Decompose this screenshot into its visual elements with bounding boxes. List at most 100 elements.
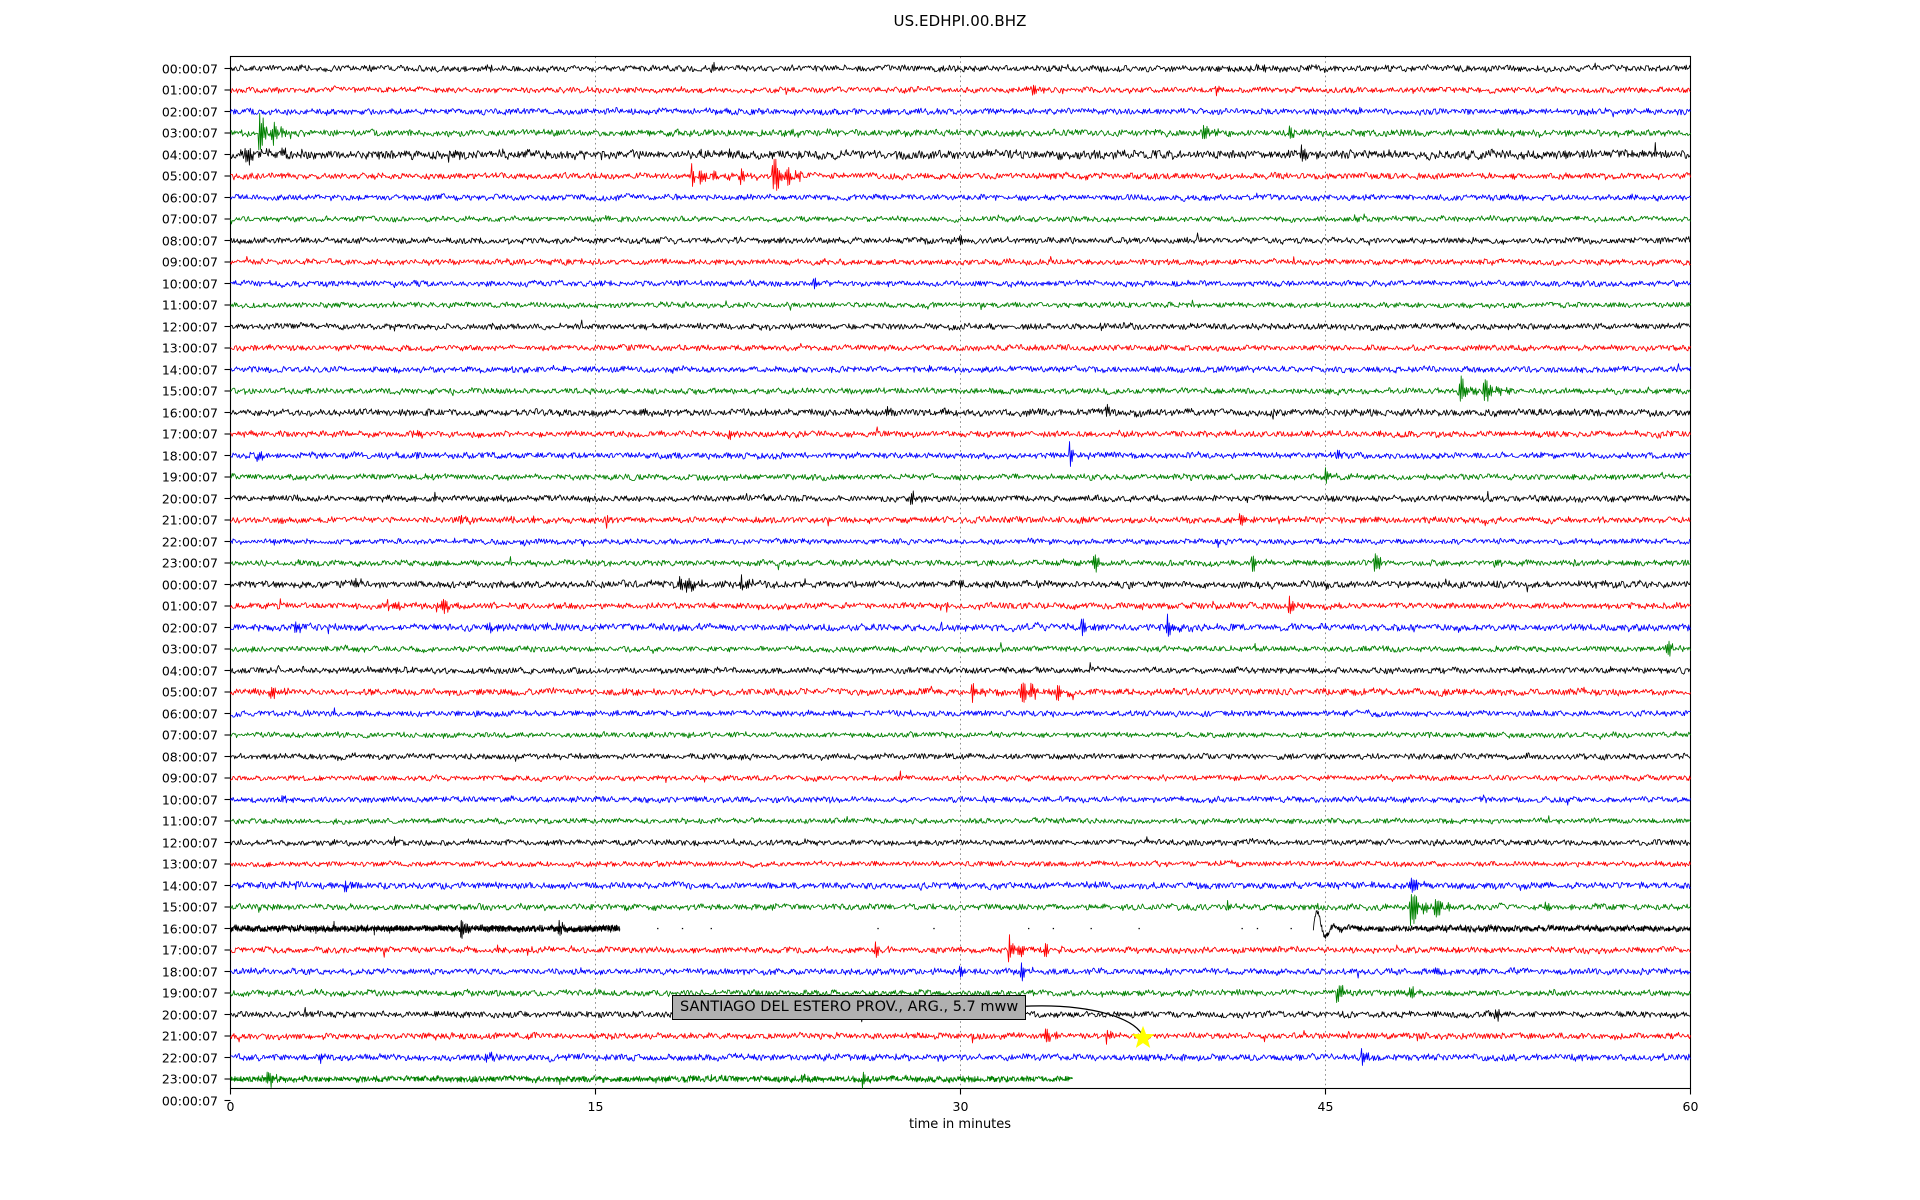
x-tick-label: 30 — [952, 1098, 969, 1114]
y-tick-label: 09:00:07 — [161, 770, 218, 786]
trace-line-090007 — [230, 255, 1691, 267]
trace-line-080007 — [230, 232, 1691, 246]
gap-dropout-dot — [933, 927, 935, 930]
trace-line-210007 — [230, 1028, 1691, 1045]
trace-line-170007 — [230, 426, 1691, 441]
trace-line-100007 — [230, 794, 1691, 806]
trace-line-070007 — [230, 213, 1691, 225]
y-tick-label: 04:00:07 — [161, 147, 218, 162]
trace-line-120007 — [230, 836, 1691, 847]
y-tick-label: 16:00:07 — [161, 921, 218, 936]
gap-dropout-dot — [710, 927, 712, 930]
gap-dropout-dot — [1241, 927, 1243, 930]
y-axis-ticks — [224, 67, 231, 1102]
y-tick-label: 11:00:07 — [161, 297, 218, 313]
trace-line-040007 — [230, 662, 1691, 675]
y-tick-label: 18:00:07 — [161, 964, 218, 979]
event-annotation-marker — [1019, 1005, 1155, 1048]
trace-line-100007 — [230, 277, 1691, 290]
annotation-leader-line — [1019, 1005, 1144, 1039]
trace-line-210007 — [230, 513, 1691, 529]
x-tick-label: 60 — [1682, 1098, 1699, 1114]
y-tick-label: 10:00:07 — [161, 792, 218, 807]
trace-line-030007 — [230, 113, 1691, 151]
gap-dropout-dot — [1290, 927, 1292, 930]
trace-line-resumed — [1312, 910, 1691, 940]
trace-line-030007 — [230, 640, 1691, 657]
trace-line-020007 — [230, 106, 1691, 118]
y-tick-label: 15:00:07 — [161, 383, 218, 399]
trace-line-180007 — [230, 441, 1691, 467]
trace-line-180007 — [230, 962, 1691, 982]
x-tick-label: 45 — [1317, 1098, 1334, 1114]
y-tick-label: 00:00:07 — [161, 61, 218, 76]
x-axis-title: time in minutes — [908, 1117, 1012, 1132]
gap-dropout-dot — [1052, 927, 1055, 930]
trace-line-150007 — [230, 894, 1691, 927]
trace-line-200007 — [230, 490, 1691, 505]
y-tick-label: 02:00:07 — [161, 620, 218, 635]
y-tick-label: 00:00:07 — [161, 577, 218, 592]
y-tick-label: 08:00:07 — [161, 749, 218, 764]
y-tick-label: 13:00:07 — [161, 856, 218, 872]
trace-line-000007 — [230, 574, 1691, 593]
trace-line-220007 — [230, 1048, 1691, 1066]
y-tick-label: 01:00:07 — [161, 82, 218, 98]
trace-line-080007 — [230, 752, 1691, 762]
grid-lines — [595, 56, 1326, 1089]
page-title: US.EDHPI.00.BHZ — [893, 12, 1027, 30]
y-tick-label: 21:00:07 — [161, 512, 218, 528]
y-tick-label: 14:00:07 — [161, 878, 218, 893]
y-tick-label: 10:00:07 — [161, 276, 218, 291]
y-tick-label: 12:00:07 — [161, 319, 218, 334]
seismic-traces — [230, 61, 1691, 1089]
y-tick-label: 05:00:07 — [161, 168, 218, 184]
trace-line-140007 — [230, 877, 1691, 893]
trace-line-230007 — [230, 553, 1691, 573]
trace-line-150007 — [230, 375, 1691, 402]
y-tick-label: 11:00:07 — [161, 813, 218, 829]
y-tick-label: 06:00:07 — [161, 190, 218, 205]
y-tick-label: 22:00:07 — [161, 1050, 218, 1065]
y-tick-label: 06:00:07 — [161, 706, 218, 721]
y-tick-label: 13:00:07 — [161, 340, 218, 356]
y-tick-label: 21:00:07 — [161, 1028, 218, 1044]
y-tick-label: 16:00:07 — [161, 405, 218, 420]
trace-line-190007 — [230, 984, 1691, 1003]
x-axis-ticks — [229, 1088, 1692, 1095]
y-tick-label: 17:00:07 — [161, 426, 218, 442]
trace-line-060007 — [230, 192, 1691, 202]
y-tick-label: 23:00:07 — [161, 555, 218, 571]
y-tick-label: 12:00:07 — [161, 835, 218, 850]
gap-dropout-dot — [877, 927, 879, 930]
trace-line-000007 — [230, 61, 1691, 73]
trace-line-160007 — [230, 919, 621, 939]
y-tick-label: 19:00:07 — [161, 985, 218, 1001]
y-tick-label: 03:00:07 — [161, 641, 218, 657]
trace-line-120007 — [230, 319, 1691, 332]
y-tick-label: 20:00:07 — [161, 1007, 218, 1022]
trace-line-220007 — [230, 537, 1691, 548]
y-tick-label: 17:00:07 — [161, 942, 218, 958]
gap-dropout-dot — [1090, 927, 1092, 930]
y-tick-label: 05:00:07 — [161, 684, 218, 700]
trace-line-190007 — [230, 467, 1691, 484]
trace-line-050007 — [230, 682, 1691, 703]
trace-line-020007 — [230, 613, 1691, 637]
y-tick-label: 20:00:07 — [161, 491, 218, 506]
trace-line-050007 — [230, 158, 1691, 191]
y-tick-label: 14:00:07 — [161, 362, 218, 377]
trace-line-110007 — [230, 815, 1691, 825]
trace-line-130007 — [230, 859, 1691, 869]
trace-line-160007 — [230, 403, 1691, 420]
trace-line-140007 — [230, 363, 1691, 374]
trace-line-130007 — [230, 343, 1691, 352]
trace-line-060007 — [230, 707, 1691, 718]
trace-line-230007 — [230, 1071, 1073, 1089]
trace-line-040007 — [230, 142, 1691, 166]
event-annotation-label[interactable]: SANTIAGO DEL ESTERO PROV., ARG., 5.7 mww — [672, 994, 1027, 1021]
trace-line-110007 — [230, 299, 1691, 311]
